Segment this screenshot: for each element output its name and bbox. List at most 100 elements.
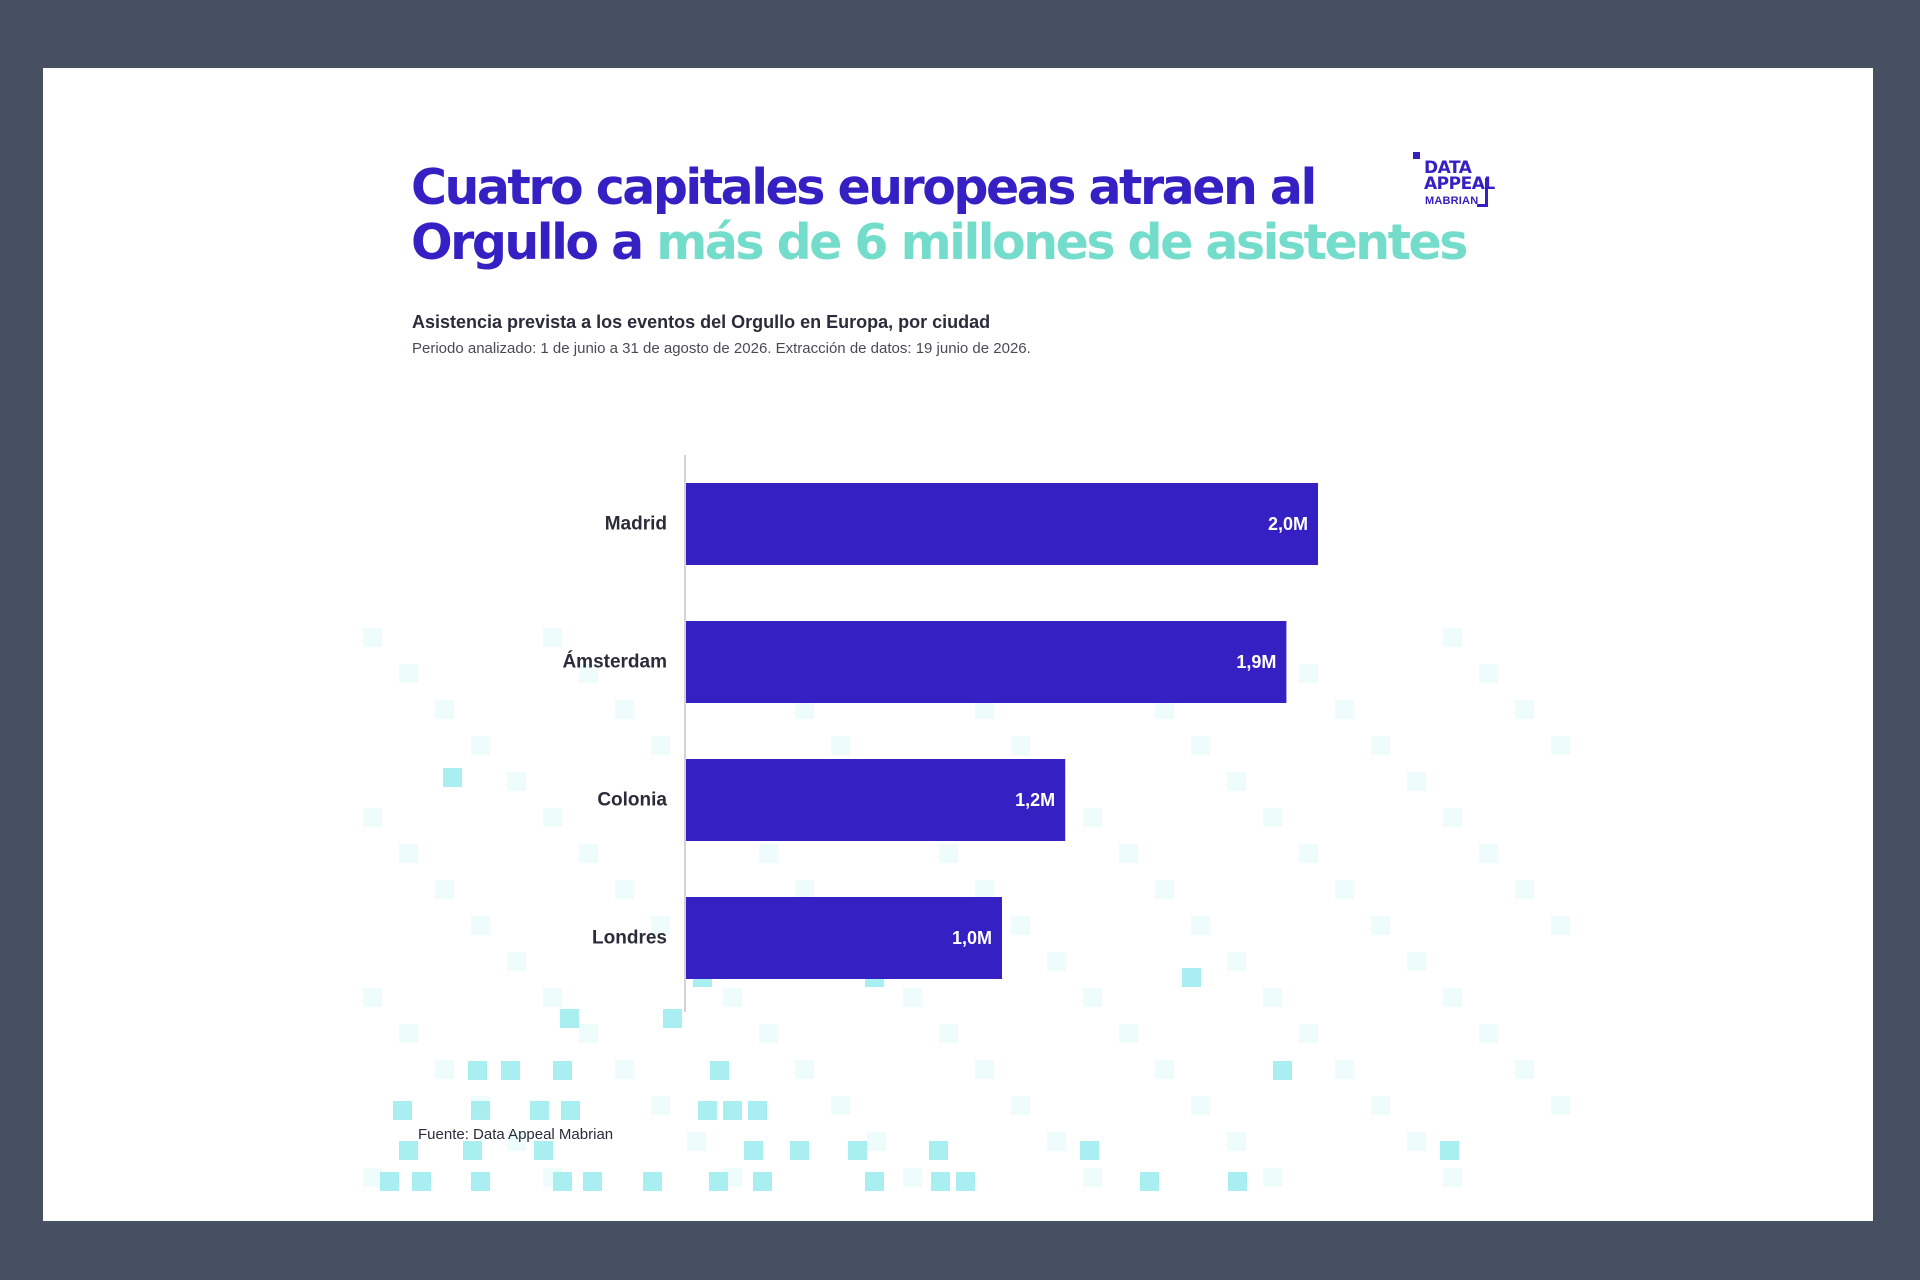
data-label: 1,2M	[1015, 790, 1055, 810]
decor-square-faint	[363, 1168, 382, 1187]
decor-square-faint	[1299, 1024, 1318, 1043]
decor-square	[663, 1009, 682, 1028]
decor-square-faint	[363, 808, 382, 827]
decor-square-faint	[1371, 736, 1390, 755]
decor-square-faint	[975, 1060, 994, 1079]
decor-square	[471, 1172, 490, 1191]
data-appeal-logo: DATA APPEAL MABRIAN	[1413, 152, 1523, 212]
decor-square-faint	[1011, 916, 1030, 935]
decor-square-faint	[543, 808, 562, 827]
decor-square-faint	[1191, 1096, 1210, 1115]
decor-square-faint	[1479, 664, 1498, 683]
decor-square-faint	[975, 880, 994, 899]
decor-square-faint	[363, 988, 382, 1007]
decor-square-faint	[1515, 700, 1534, 719]
logo-line-1: DATA	[1424, 158, 1472, 178]
bar	[686, 759, 1066, 841]
decor-square-faint	[1515, 1060, 1534, 1079]
decor-square	[583, 1172, 602, 1191]
decor-square-faint	[543, 1168, 562, 1187]
decor-square-faint	[651, 736, 670, 755]
decor-square	[399, 1141, 418, 1160]
decor-square	[931, 1172, 950, 1191]
decor-square	[393, 1101, 412, 1120]
decor-square-faint	[435, 700, 454, 719]
decor-square-faint	[1119, 844, 1138, 863]
category-label: Londres	[592, 928, 667, 949]
decor-square-faint	[579, 664, 598, 683]
chart-title: Cuatro capitales europeas atraen al Orgu…	[411, 160, 1511, 270]
decor-square-faint	[723, 988, 742, 1007]
decor-square-faint	[651, 1096, 670, 1115]
decor-square-faint	[615, 700, 634, 719]
decor-square	[553, 1172, 572, 1191]
analysis-period-note: Periodo analizado: 1 de junio a 31 de ag…	[412, 340, 1031, 357]
decor-square	[1182, 968, 1201, 987]
decor-square-faint	[1407, 952, 1426, 971]
decor-square-faint	[507, 952, 526, 971]
decor-square-faint	[975, 700, 994, 719]
decor-square	[463, 1141, 482, 1160]
decor-square	[1228, 1172, 1247, 1191]
category-label: Madrid	[605, 514, 667, 535]
decor-square-faint	[1551, 916, 1570, 935]
decor-square	[534, 1141, 553, 1160]
logo-square-icon	[1413, 152, 1420, 159]
decor-square-faint	[831, 736, 850, 755]
decor-square	[710, 1061, 729, 1080]
decor-square-faint	[1515, 880, 1534, 899]
decor-square-faint	[1083, 1168, 1102, 1187]
decor-square-faint	[1335, 1060, 1354, 1079]
decor-square-faint	[1119, 1024, 1138, 1043]
decor-square-faint	[399, 1024, 418, 1043]
decor-square	[1140, 1172, 1159, 1191]
decor-square-faint	[1443, 628, 1462, 647]
decor-square-faint	[939, 844, 958, 863]
bar	[686, 897, 1002, 979]
decor-square-faint	[1083, 988, 1102, 1007]
decor-square-faint	[1551, 736, 1570, 755]
decor-square	[723, 1101, 742, 1120]
decor-square-faint	[1263, 988, 1282, 1007]
decor-square	[471, 1101, 490, 1120]
decor-square-faint	[687, 1132, 706, 1151]
decor-square	[380, 1172, 399, 1191]
decor-square-faint	[723, 1168, 742, 1187]
decor-square	[698, 1101, 717, 1120]
decor-square	[1080, 1141, 1099, 1160]
decor-square-faint	[1011, 1096, 1030, 1115]
decor-square-faint	[903, 1168, 922, 1187]
source-note: Fuente: Data Appeal Mabrian	[418, 1126, 614, 1143]
decor-square-faint	[795, 1060, 814, 1079]
decor-square	[443, 768, 462, 787]
decor-square	[709, 1172, 728, 1191]
decor-square-faint	[903, 988, 922, 1007]
decor-square-faint	[1011, 736, 1030, 755]
decor-square-faint	[1155, 700, 1174, 719]
decor-square-faint	[615, 880, 634, 899]
decor-square	[956, 1172, 975, 1191]
decor-square-faint	[507, 1132, 526, 1151]
decor-square	[748, 1101, 767, 1120]
decor-square-faint	[1299, 664, 1318, 683]
bar-chart: Madrid 2,0M Ámsterdam 1,9M Colonia 1,2M Londre…	[562, 455, 1318, 1012]
decor-square	[848, 1141, 867, 1160]
decor-square-faint	[831, 1096, 850, 1115]
decor-square-faint	[759, 844, 778, 863]
decor-square-faint	[507, 772, 526, 791]
data-label: 2,0M	[1268, 514, 1308, 534]
decor-square-faint	[399, 844, 418, 863]
decor-square-faint	[867, 1132, 886, 1151]
decor-square	[412, 1172, 431, 1191]
decor-square-faint	[1227, 952, 1246, 971]
category-label: Colonia	[597, 790, 667, 811]
decor-square-faint	[1299, 844, 1318, 863]
decor-square-faint	[1335, 700, 1354, 719]
category-label: Ámsterdam	[562, 651, 667, 673]
decor-square-faint	[1479, 1024, 1498, 1043]
title-part-1: Cuatro capitales europeas atraen al Orgu…	[411, 159, 1317, 271]
decor-square	[753, 1172, 772, 1191]
decor-square	[1273, 1061, 1292, 1080]
decor-square	[929, 1141, 948, 1160]
decor-square-faint	[1191, 736, 1210, 755]
